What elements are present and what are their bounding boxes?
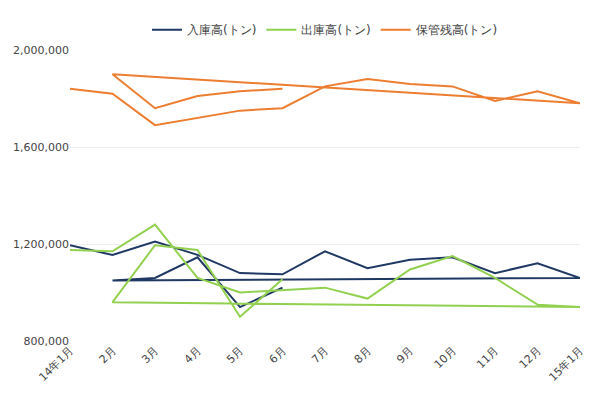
svg-text:7月: 7月 (309, 344, 331, 366)
svg-text:8月: 8月 (352, 344, 374, 366)
svg-text:2,000,000: 2,000,000 (13, 44, 69, 57)
svg-text:12月: 12月 (517, 344, 544, 371)
svg-text:1,200,000: 1,200,000 (13, 238, 69, 251)
svg-text:10月: 10月 (432, 344, 459, 371)
svg-text:入庫高(トン): 入庫高(トン) (187, 23, 256, 37)
svg-text:保管残高(トン): 保管残高(トン) (416, 23, 497, 37)
svg-text:2月: 2月 (97, 344, 119, 366)
svg-text:14年1月: 14年1月 (36, 344, 76, 384)
svg-text:1,600,000: 1,600,000 (13, 141, 69, 154)
svg-text:15年1月: 15年1月 (546, 344, 586, 384)
svg-text:800,000: 800,000 (24, 335, 70, 348)
svg-text:3月: 3月 (139, 344, 161, 366)
svg-text:6月: 6月 (267, 344, 289, 366)
svg-text:4月: 4月 (182, 344, 204, 366)
svg-text:11月: 11月 (474, 344, 501, 371)
svg-text:出庫高(トン): 出庫高(トン) (301, 23, 370, 37)
svg-text:5月: 5月 (224, 344, 246, 366)
svg-text:9月: 9月 (394, 344, 416, 366)
